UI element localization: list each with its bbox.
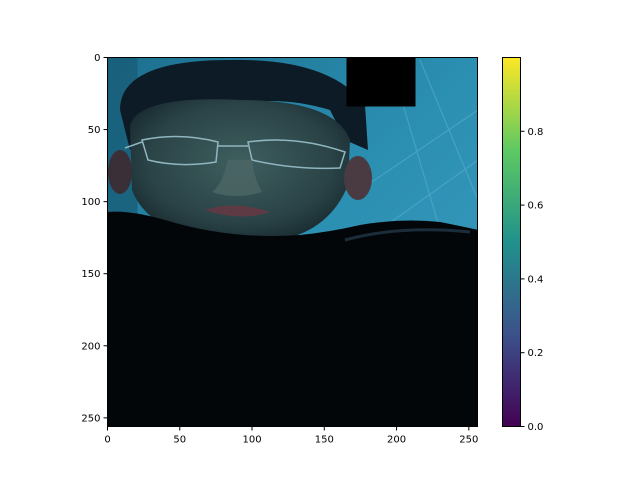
ear-left — [108, 150, 132, 194]
hair — [120, 59, 368, 150]
y-tick-label: 100 — [81, 197, 100, 208]
plot-frame — [107, 57, 478, 427]
y-tick-label: 150 — [81, 269, 100, 280]
x-tick-label: 0 — [104, 435, 110, 446]
colorbar-tick-label: 0.2 — [528, 348, 544, 359]
y-tick-label: 0 — [94, 53, 100, 64]
x-tick-label: 150 — [315, 435, 334, 446]
x-axis: 0 50 100 150 200 250 — [104, 426, 478, 446]
colorbar-tick-label: 0.6 — [528, 201, 544, 212]
colorbar-tick-label: 0.8 — [528, 127, 544, 138]
masked-region — [346, 57, 416, 107]
colorbar-tick-label: 0.0 — [528, 422, 544, 433]
y-tick-label: 50 — [88, 125, 101, 136]
clothing — [107, 211, 478, 427]
x-tick-label: 50 — [173, 435, 186, 446]
y-tick-label: 250 — [81, 413, 100, 424]
y-axis: 0 50 100 150 200 250 — [81, 53, 108, 424]
x-tick-label: 250 — [459, 435, 478, 446]
ear-right — [344, 156, 372, 200]
colorbar-tick-label: 0.4 — [528, 274, 544, 285]
nose — [212, 160, 262, 196]
colorbar — [502, 57, 521, 427]
mouth — [205, 205, 270, 217]
y-tick-label: 200 — [81, 341, 100, 352]
glasses — [124, 135, 346, 170]
colorbar-axis: 0.0 0.2 0.4 0.6 0.8 — [520, 127, 544, 433]
x-tick-label: 100 — [242, 435, 261, 446]
image-plot — [107, 57, 478, 427]
collar-highlight — [344, 228, 471, 242]
x-tick-label: 200 — [387, 435, 406, 446]
